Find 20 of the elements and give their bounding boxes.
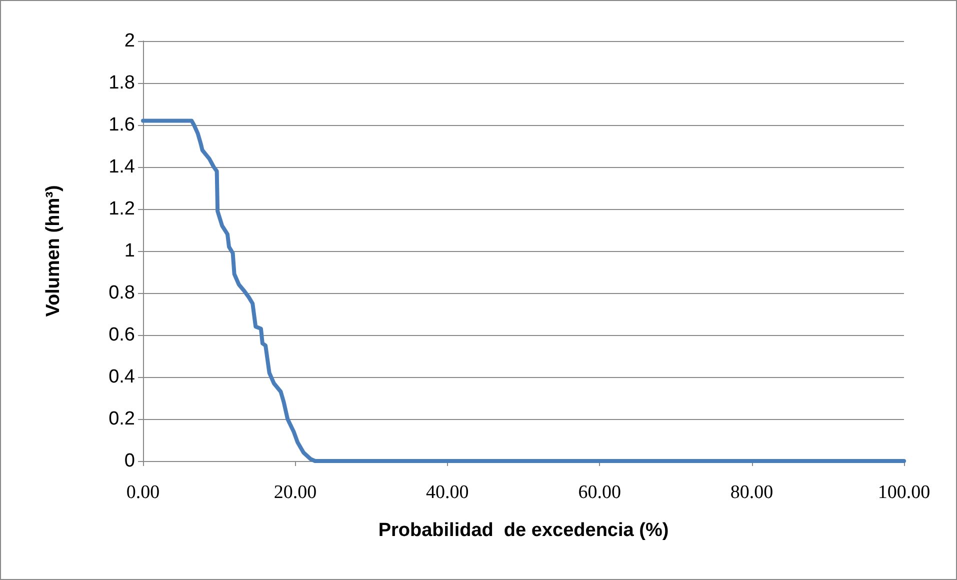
y-tick-label: 0.4 xyxy=(108,366,136,388)
y-tick-label: 1.6 xyxy=(108,114,135,136)
y-tick-label: 0.2 xyxy=(108,408,135,430)
line-series xyxy=(141,118,906,463)
y-tick-label: 0.8 xyxy=(108,282,135,304)
x-tick-label: 20.00 xyxy=(274,482,317,503)
x-tick-label: 0.00 xyxy=(126,482,160,503)
x-tick-label: 40.00 xyxy=(426,482,469,503)
y-tick-label: 0 xyxy=(124,450,135,472)
x-axis-title: Probabilidad de excedencia (%) xyxy=(378,520,669,541)
y-tick-label: 1.2 xyxy=(108,198,135,220)
y-tick-label: 2 xyxy=(124,30,135,52)
x-tick-label: 60.00 xyxy=(578,482,621,503)
y-tick-label: 1.8 xyxy=(108,72,135,94)
y-tick-label: 1 xyxy=(124,240,135,262)
y-axis-title: Volumen (hm³) xyxy=(43,185,64,317)
x-tick-label: 80.00 xyxy=(730,482,774,503)
x-tick-label: 100.00 xyxy=(878,482,930,503)
y-tick-label: 1.4 xyxy=(108,156,136,178)
y-tick-label: 0.6 xyxy=(108,324,135,346)
